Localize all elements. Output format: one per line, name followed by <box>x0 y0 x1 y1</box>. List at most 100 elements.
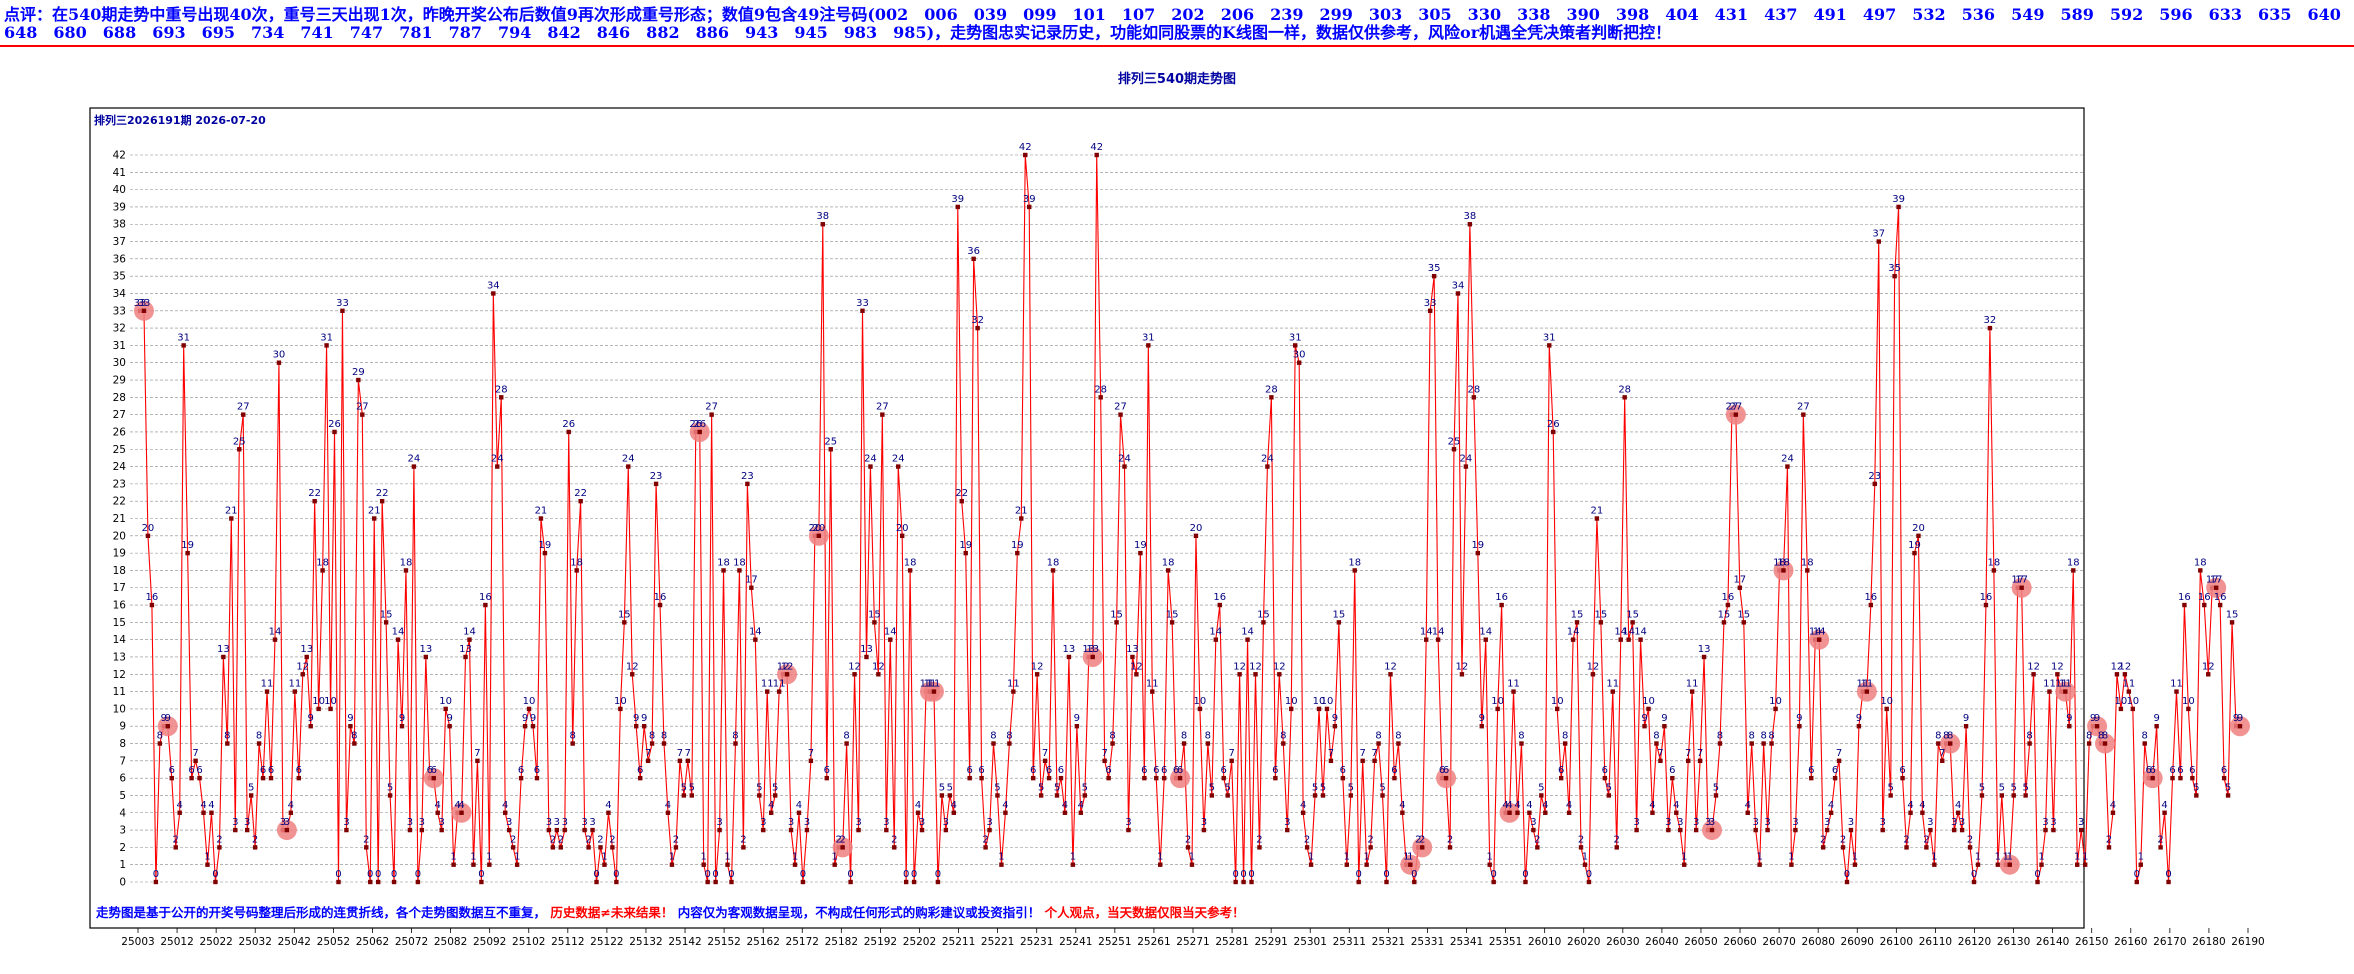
value-label: 8 <box>1280 731 1286 742</box>
data-point <box>649 741 655 746</box>
data-point <box>2043 827 2048 833</box>
y-tick-label: 12 <box>113 669 126 681</box>
data-point <box>2051 827 2056 833</box>
value-label: 14 <box>749 627 762 638</box>
value-label: 1 <box>1344 852 1350 863</box>
data-point <box>1670 775 1675 781</box>
data-point <box>745 481 750 487</box>
value-label: 33 <box>134 298 147 309</box>
data-point <box>582 827 587 833</box>
data-point <box>1324 706 1330 712</box>
data-point <box>173 845 178 850</box>
value-label: 6 <box>1832 765 1838 776</box>
commentary-header: 点评：在540期走势中重号出现40次，重号三天出现1次，昨晚开奖公布后数值9再次… <box>4 5 2354 42</box>
value-label: 8 <box>1935 731 1941 742</box>
data-point <box>1662 724 1667 729</box>
data-point <box>1678 827 1683 833</box>
y-tick-label: 25 <box>113 444 126 456</box>
data-point <box>185 550 190 556</box>
value-label: 24 <box>491 454 504 465</box>
data-point <box>431 775 436 781</box>
value-label: 6 <box>1602 765 1608 776</box>
data-point <box>776 689 782 694</box>
data-point <box>1300 810 1306 815</box>
data-point <box>2150 775 2155 781</box>
value-label: 2 <box>1614 834 1620 845</box>
value-label: 15 <box>868 609 881 620</box>
data-point <box>2154 724 2159 729</box>
data-point <box>1356 879 1361 885</box>
data-point <box>447 724 452 729</box>
value-label: 4 <box>1919 800 1925 811</box>
value-label: 7 <box>645 748 651 759</box>
value-label: 3 <box>1633 817 1639 828</box>
value-label: 3 <box>546 817 552 828</box>
data-point <box>1765 827 1770 833</box>
value-label: 16 <box>654 592 667 603</box>
data-point <box>503 810 508 815</box>
data-point <box>1130 654 1135 660</box>
value-label: 0 <box>2034 869 2040 880</box>
x-tick-label: 26120 <box>1958 936 1991 948</box>
value-label: 9 <box>2153 713 2159 724</box>
value-label: 7 <box>1371 748 1377 759</box>
data-point <box>368 879 373 885</box>
value-label: 4 <box>915 800 921 811</box>
data-point <box>141 308 147 313</box>
data-point <box>510 845 516 850</box>
data-point <box>788 827 794 833</box>
value-label: 24 <box>622 454 635 465</box>
value-label: 6 <box>1173 765 1179 776</box>
data-point <box>1320 793 1326 798</box>
data-point <box>1527 810 1532 815</box>
data-point <box>415 879 421 885</box>
value-label: 27 <box>237 402 250 413</box>
header-divider <box>0 45 2354 47</box>
y-tick-label: 41 <box>113 167 126 179</box>
data-point <box>1912 550 1917 556</box>
data-point <box>391 879 397 885</box>
value-label: 9 <box>641 713 647 724</box>
value-label: 4 <box>200 800 206 811</box>
value-label: 9 <box>1796 713 1802 724</box>
data-point <box>1805 568 1810 573</box>
data-point <box>2079 827 2084 833</box>
value-label: 1 <box>1363 852 1369 863</box>
data-point <box>1094 152 1099 158</box>
x-tick-label: 25251 <box>1098 936 1131 948</box>
value-label: 15 <box>1595 609 1608 620</box>
value-label: 6 <box>260 765 266 776</box>
value-label: 3 <box>1753 817 1759 828</box>
value-label: 0 <box>1490 869 1496 880</box>
data-point <box>1558 775 1564 781</box>
value-label: 8 <box>1006 731 1012 742</box>
y-tick-label: 22 <box>113 496 126 508</box>
value-label: 21 <box>535 506 548 517</box>
value-label: 6 <box>268 765 274 776</box>
value-label: 18 <box>1773 557 1786 568</box>
data-point <box>951 810 956 815</box>
plot-frame <box>89 107 2085 929</box>
y-tick-label: 7 <box>119 755 126 767</box>
value-label: 6 <box>427 765 433 776</box>
value-label: 1 <box>1582 852 1588 863</box>
data-point <box>824 775 829 781</box>
value-label: 1 <box>1487 852 1493 863</box>
chart-footer-note: 走势图是基于公开的开奖号码整理后形成的连贯折线，各个走势图数据互不重复， 历史数… <box>96 905 1245 920</box>
data-point <box>2114 672 2120 677</box>
value-label: 3 <box>1792 817 1798 828</box>
value-label: 1 <box>998 852 1004 863</box>
value-label: 1 <box>2038 852 2044 863</box>
data-point <box>2142 741 2147 746</box>
data-point <box>201 810 206 815</box>
value-label: 9 <box>1641 713 1647 724</box>
data-point <box>419 827 425 833</box>
data-point <box>379 498 385 504</box>
data-point <box>2229 620 2235 625</box>
value-label: 3 <box>1677 817 1683 828</box>
data-point <box>1697 758 1703 764</box>
value-label: 16 <box>2214 592 2227 603</box>
data-point <box>1122 464 1127 469</box>
data-point <box>876 672 881 677</box>
value-label: 15 <box>1718 609 1731 620</box>
